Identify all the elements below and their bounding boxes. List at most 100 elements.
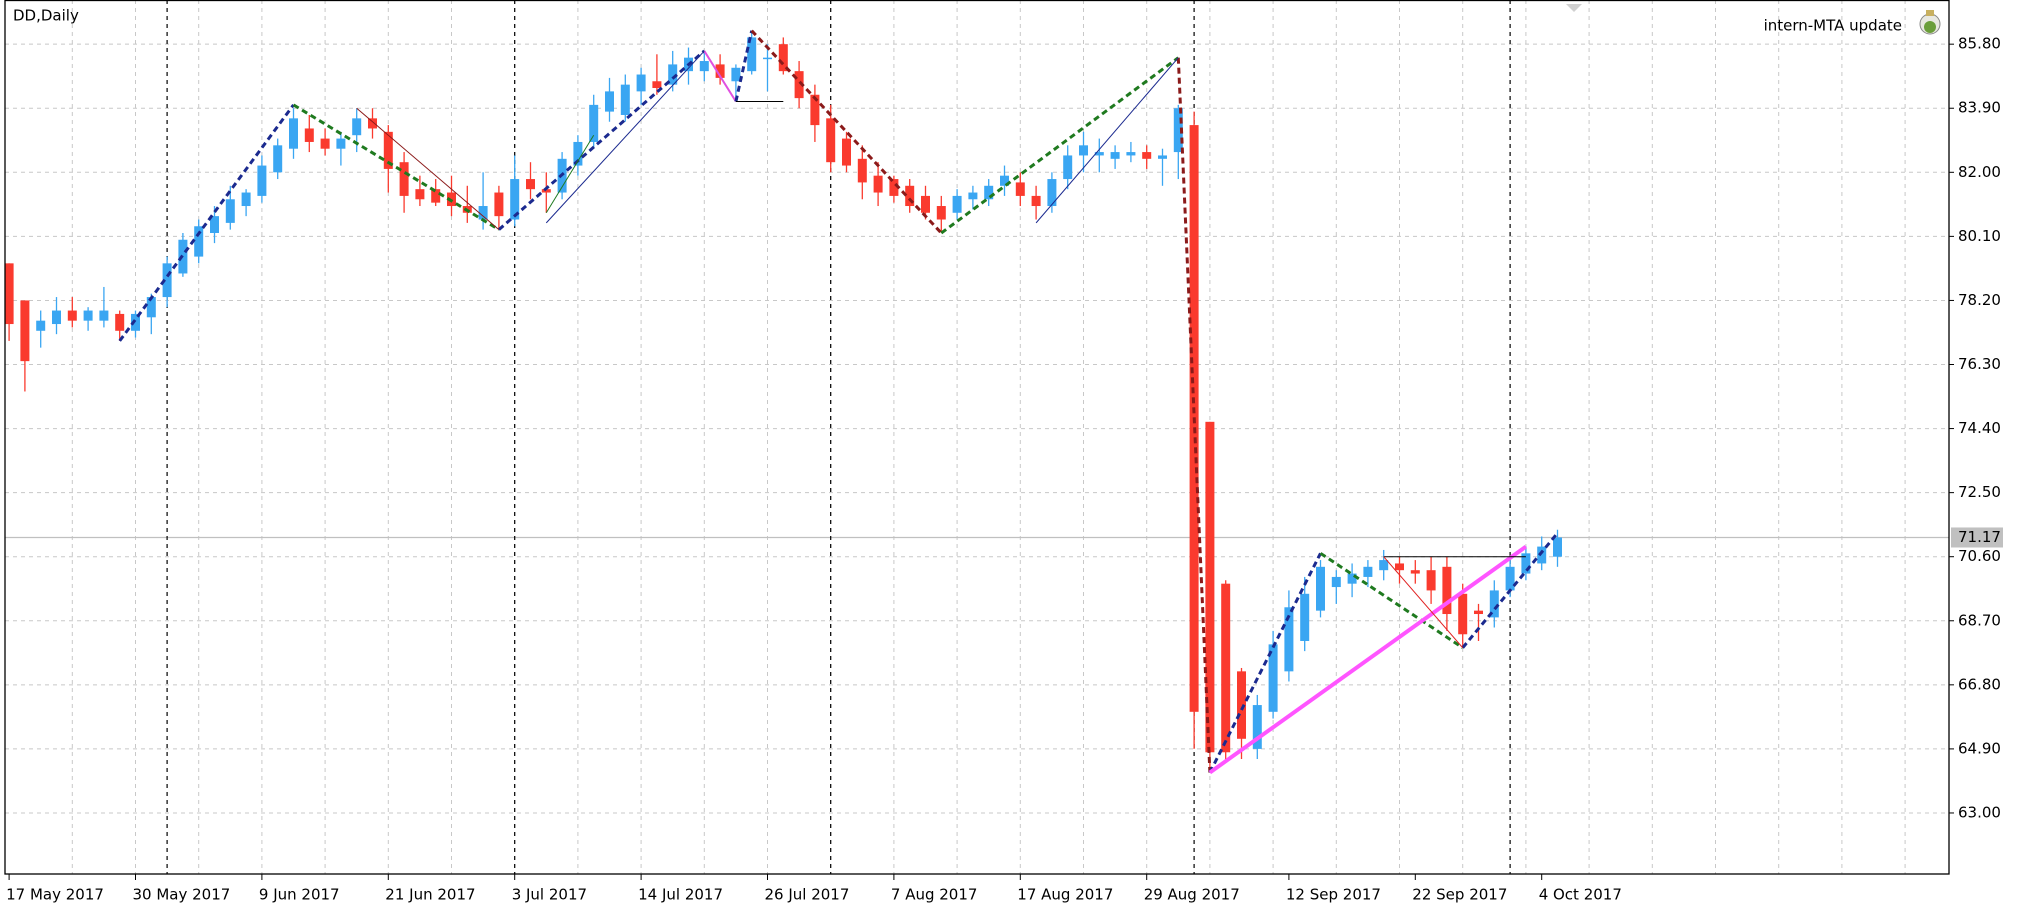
overlay-line <box>545 134 595 214</box>
overlay-line <box>1461 532 1559 649</box>
overlays <box>118 29 1559 775</box>
overlay-line <box>750 29 943 235</box>
overlay-line <box>1208 544 1528 775</box>
y-tick-label: 83.90 <box>1958 99 2001 117</box>
overlay-line <box>703 50 737 103</box>
candle-body <box>1252 705 1262 749</box>
candle-body <box>368 118 377 129</box>
candle-body <box>257 165 267 196</box>
candle-body <box>20 300 30 362</box>
last-price-box <box>1951 527 2003 548</box>
candle-body <box>1316 566 1325 611</box>
x-tick-label: 4 Oct 2017 <box>1539 886 1622 904</box>
candle-body <box>1395 563 1404 571</box>
candle-body <box>52 310 61 325</box>
candle-body <box>1158 155 1167 159</box>
plot-frame <box>4 0 1950 875</box>
candle-body <box>510 179 520 220</box>
candle-body <box>1205 421 1215 753</box>
candle-body <box>1126 152 1136 156</box>
candle-body <box>336 138 346 149</box>
candle-body <box>1173 108 1183 153</box>
y-tick-label: 78.20 <box>1958 291 2001 309</box>
candle-body <box>842 138 851 166</box>
x-tick-label: 17 Aug 2017 <box>1017 886 1113 904</box>
overlay-line <box>356 107 500 231</box>
candle-body <box>873 175 883 193</box>
candle-body <box>1537 546 1547 564</box>
candle-body <box>115 313 125 331</box>
candle-body <box>1047 179 1057 207</box>
candle-body <box>1553 537 1562 557</box>
y-tick-label: 63.00 <box>1958 803 2001 821</box>
candle-body <box>415 189 425 200</box>
candle-body <box>589 104 599 142</box>
x-tick-label: 17 May 2017 <box>6 886 104 904</box>
candle-body <box>399 162 409 196</box>
candle-body <box>573 141 583 166</box>
y-tick-label: 80.10 <box>1958 227 2001 245</box>
chart-title: DD,Daily <box>13 7 79 25</box>
axes: 63.00 64.90 66.80 68.70 70.60 72.50 74.40 76.30… <box>4 0 2003 904</box>
x-tick-label: 26 Jul 2017 <box>765 886 850 904</box>
candle-body <box>1079 145 1088 156</box>
candle-body <box>99 310 109 321</box>
candle-body <box>857 158 867 183</box>
x-tick-label: 29 Aug 2017 <box>1144 886 1240 904</box>
candle-body <box>778 44 788 72</box>
candle-body <box>763 57 772 60</box>
y-tick-label: 70.60 <box>1958 547 2001 565</box>
candle-body <box>320 138 330 149</box>
candle-body <box>984 185 994 200</box>
candle-body <box>1379 560 1389 571</box>
candle-body <box>4 263 14 325</box>
candle-body <box>794 71 804 99</box>
x-tick-label: 14 Jul 2017 <box>638 886 723 904</box>
overlay-line <box>1035 57 1179 224</box>
candle-body <box>131 313 140 331</box>
candle-body <box>526 179 535 190</box>
candle-body <box>1331 576 1341 588</box>
overlay-line <box>118 103 295 342</box>
x-tick-label: 21 Jun 2017 <box>385 886 475 904</box>
candle-body <box>304 128 314 142</box>
y-tick-label: 64.90 <box>1958 739 2001 757</box>
candle-body <box>289 118 298 149</box>
overlay-line <box>292 103 500 231</box>
candle-body <box>1221 583 1231 753</box>
candle-body <box>541 189 551 193</box>
candle-body <box>1363 566 1373 577</box>
candle-body <box>36 320 46 331</box>
candle-body <box>83 310 93 321</box>
candle-body <box>225 199 235 223</box>
x-tick-label: 3 Jul 2017 <box>512 886 587 904</box>
candle-body <box>194 226 204 257</box>
candle-body <box>1063 155 1073 180</box>
candle-body <box>668 64 678 85</box>
candle-body <box>1268 644 1278 712</box>
candle-body <box>747 37 757 72</box>
x-tick-label: 22 Sep 2017 <box>1412 886 1507 904</box>
overlay-line <box>497 49 706 231</box>
overlay-line <box>545 50 705 224</box>
candle-body <box>826 118 836 163</box>
y-tick-label: 66.80 <box>1958 675 2001 693</box>
y-tick-label: 72.50 <box>1958 483 2001 501</box>
candle-body <box>1521 553 1531 574</box>
candle-body <box>241 192 251 207</box>
candle-body <box>431 189 441 203</box>
candle-body <box>494 192 504 217</box>
overlay-line <box>1208 552 1322 774</box>
candle-body <box>1489 590 1499 618</box>
candle-body <box>1458 593 1468 635</box>
candle-body <box>210 216 219 233</box>
candle-body <box>1000 175 1009 186</box>
candle-body <box>1410 570 1420 574</box>
candle-body <box>1426 570 1436 591</box>
candle-body <box>905 185 915 207</box>
shift-marker <box>1566 4 1582 12</box>
x-tick-label: 9 Jun 2017 <box>259 886 340 904</box>
overlay-line <box>1319 552 1464 649</box>
candle-body <box>636 74 646 92</box>
